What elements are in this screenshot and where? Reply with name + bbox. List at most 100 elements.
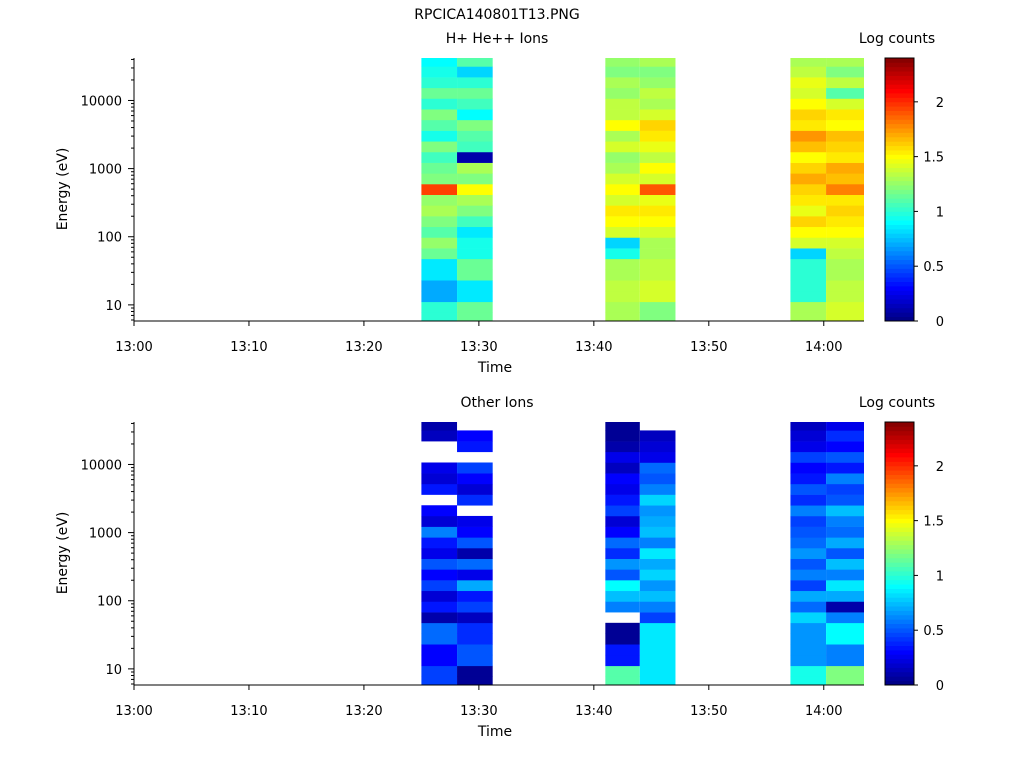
heatmap-cell — [826, 141, 864, 153]
heatmap-cell — [639, 184, 676, 195]
heatmap-cell — [826, 87, 864, 99]
heatmap-cell — [639, 451, 676, 463]
heatmap-cell — [826, 654, 864, 667]
y-tick-label: 100 — [97, 595, 122, 610]
heatmap-cell — [826, 312, 864, 322]
heatmap-cell — [826, 269, 864, 281]
colorbar-tick-label: 0 — [936, 679, 944, 694]
heatmap-cell — [457, 141, 493, 153]
heatmap-cell — [639, 205, 676, 217]
heatmap-cell — [826, 462, 864, 474]
y-tick-label: 10000 — [81, 458, 122, 473]
heatmap-cell — [421, 77, 458, 89]
colorbar-band — [885, 136, 914, 142]
heatmap-cell — [457, 248, 493, 260]
heatmap-cell — [826, 548, 864, 559]
heatmap-cell — [421, 141, 458, 153]
heatmap-cell — [457, 590, 493, 602]
heatmap-cell — [790, 290, 827, 303]
colorbar-band — [885, 242, 914, 247]
heatmap-cell — [826, 162, 864, 174]
colorbar-band — [885, 233, 914, 239]
colorbar-band — [885, 562, 914, 568]
colorbar-band — [885, 66, 914, 72]
heatmap-cell — [457, 622, 493, 634]
heatmap-cell — [790, 301, 827, 313]
heatmap-cell — [421, 676, 458, 686]
colorbar-tick-label: 1 — [936, 569, 944, 584]
x-tick-label: 13:40 — [575, 340, 612, 355]
colorbar-band — [885, 259, 914, 265]
heatmap-cell — [457, 66, 493, 78]
colorbar-band — [885, 93, 914, 98]
heatmap-cell — [457, 119, 493, 131]
colorbar-band — [885, 198, 914, 204]
colorbar-band — [885, 623, 914, 629]
colorbar-band — [885, 299, 914, 304]
heatmap-cell — [421, 312, 458, 322]
heatmap-cell — [421, 119, 458, 131]
x-tick-label: 13:20 — [345, 340, 382, 355]
heatmap-cell — [826, 58, 864, 67]
heatmap-cell — [605, 119, 640, 131]
colorbar-tick-label: 1.5 — [923, 515, 944, 530]
heatmap-cell — [457, 654, 493, 667]
heatmap-cell — [639, 269, 676, 281]
heatmap-cell — [790, 612, 827, 624]
heatmap-cell — [457, 258, 493, 270]
heatmap-cell — [605, 58, 640, 67]
heatmap-cell — [826, 483, 864, 495]
heatmap-cell — [457, 537, 493, 549]
heatmap-cell — [421, 184, 458, 195]
panel-title: Other Ions — [460, 395, 533, 411]
colorbar-band — [885, 641, 914, 646]
heatmap-cell — [605, 422, 640, 431]
heatmap-cell — [639, 58, 676, 67]
heatmap-cell — [605, 109, 640, 121]
colorbar-band — [885, 141, 914, 147]
heatmap-cell — [421, 109, 458, 121]
heatmap-cell — [605, 237, 640, 249]
heatmap-cell — [457, 483, 493, 495]
heatmap-cell — [790, 194, 827, 206]
heatmap-cell — [790, 237, 827, 249]
colorbar-tick-label: 2 — [936, 460, 944, 475]
heatmap-cell — [457, 462, 493, 474]
colorbar-band — [885, 246, 914, 252]
colorbar-band — [885, 215, 914, 221]
heatmap-cell — [639, 173, 676, 185]
heatmap-cell — [421, 162, 458, 174]
heatmap-cell — [457, 526, 493, 538]
colorbar-band — [885, 448, 914, 454]
colorbar-band — [885, 619, 914, 625]
colorbar-band — [885, 557, 914, 563]
colorbar-band — [885, 571, 914, 576]
heatmap-cell — [457, 633, 493, 645]
heatmap-cell — [639, 87, 676, 99]
heatmap-cell — [790, 601, 827, 613]
heatmap-cell — [457, 98, 493, 110]
heatmap-cell — [605, 515, 640, 527]
heatmap-cell — [457, 109, 493, 121]
heatmap-cell — [639, 526, 676, 538]
colorbar-band — [885, 281, 914, 287]
heatmap-cell — [457, 184, 493, 195]
heatmap-cell — [421, 665, 458, 677]
heatmap-cell — [605, 622, 640, 634]
colorbar-band — [885, 316, 914, 322]
heatmap-cell — [605, 451, 640, 463]
colorbar-band — [885, 422, 914, 427]
heatmap-cell — [605, 194, 640, 206]
colorbar-band — [885, 597, 914, 603]
colorbar-band — [885, 457, 914, 462]
x-axis-label: Time — [477, 360, 512, 376]
heatmap-cell — [421, 612, 458, 624]
heatmap-cell — [790, 205, 827, 217]
x-tick-label: 13:10 — [230, 340, 267, 355]
heatmap-cell — [790, 280, 827, 292]
x-tick-label: 13:00 — [115, 704, 152, 719]
heatmap-cell — [639, 644, 676, 656]
colorbar-band — [885, 79, 914, 85]
panel-title: H+ He++ Ions — [446, 31, 549, 47]
heatmap-cell — [790, 558, 827, 570]
